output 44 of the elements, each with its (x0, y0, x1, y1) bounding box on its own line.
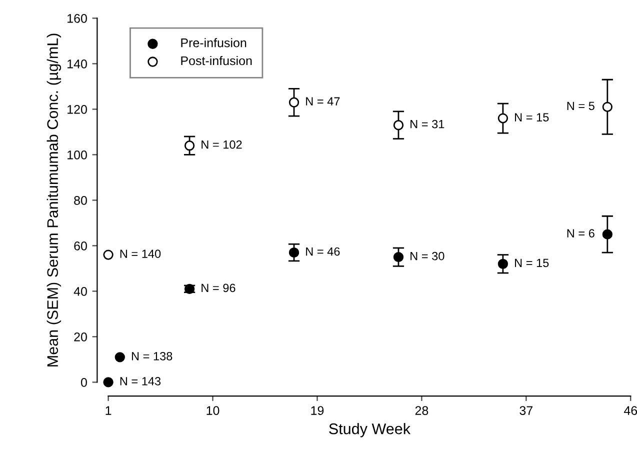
y-tick-label: 160 (68, 14, 87, 23)
point (114, 352, 125, 362)
x-tick-label: 19 (311, 406, 324, 415)
annotation: N = 143 (120, 377, 161, 386)
point (602, 229, 612, 240)
point (103, 377, 114, 388)
x-tick-label: 37 (520, 406, 532, 415)
annotation: N = 102 (202, 140, 242, 149)
annotation: N = 31 (410, 120, 444, 128)
x-axis-title: Study Week (329, 423, 411, 438)
point (498, 113, 508, 124)
x-tick-label: 1 (106, 406, 112, 415)
annotation: N = 15 (515, 258, 549, 268)
point (288, 97, 300, 108)
y-tick-label: 20 (74, 332, 87, 342)
point (393, 252, 404, 262)
annotation: N = 30 (410, 252, 444, 260)
y-tick-label: 100 (68, 150, 87, 160)
annotation: N = 138 (132, 352, 172, 360)
y-tick-label: 40 (74, 287, 87, 296)
legend-label: Pre-infusion (181, 38, 246, 48)
annotation: N = 46 (306, 247, 340, 256)
x-tick-label: 46 (624, 406, 637, 415)
y-tick-label: 140 (68, 60, 87, 68)
y-tick-label: 120 (68, 105, 87, 114)
annotation: N = 47 (306, 97, 340, 106)
annotation: N = 140 (120, 250, 161, 258)
point (184, 140, 195, 151)
annotation: N = 96 (202, 284, 236, 292)
x-tick-label: 10 (206, 406, 220, 415)
x-tick-label: 28 (415, 406, 428, 415)
point (602, 102, 612, 112)
annotation: N = 5 (567, 102, 594, 110)
y-tick-label: 60 (74, 242, 87, 250)
point (498, 258, 508, 269)
point (393, 120, 404, 130)
annotation: N = 6 (567, 229, 594, 238)
y-axis-title: Mean (SEM) Serum Panitumumab Conc. (µg/mL) (46, 34, 62, 366)
y-tick-label: 0 (80, 378, 87, 387)
y-tick-label: 80 (74, 196, 87, 205)
annotation: N = 15 (515, 113, 549, 122)
point (288, 247, 300, 258)
point (103, 250, 114, 260)
legend-label: Post-infusion (181, 56, 252, 66)
